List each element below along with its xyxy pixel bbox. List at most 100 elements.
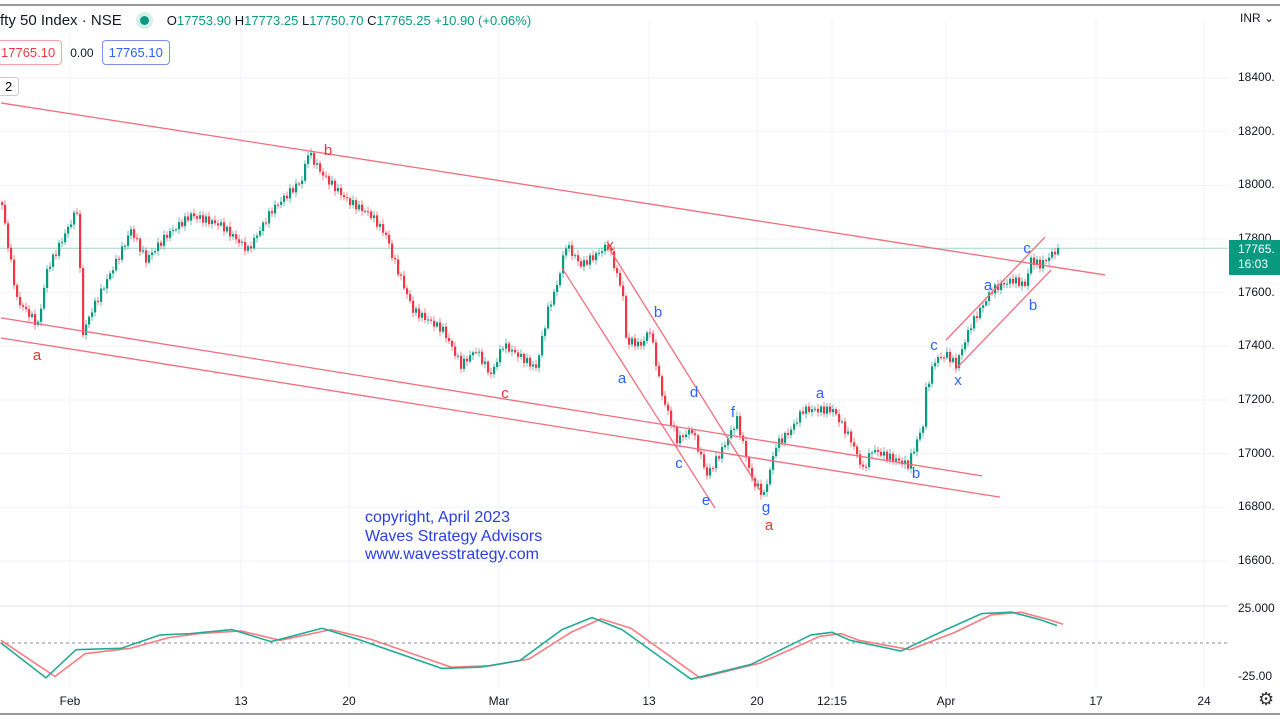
currency-selector[interactable]: INR ⌄ (1240, 11, 1275, 25)
candle-body (331, 180, 334, 185)
candle-body (1018, 277, 1021, 286)
candle-body (415, 308, 418, 313)
candle-body (817, 408, 820, 413)
price-axis-label: 16600. (1238, 552, 1275, 567)
candle-body (238, 239, 241, 243)
buy-button[interactable]: 17765.10 (101, 40, 170, 65)
spread-value: 0.00 (70, 45, 94, 60)
candle-body (847, 431, 850, 434)
interval-badge[interactable]: 2 (0, 77, 20, 96)
candle-body (544, 328, 547, 337)
candle-body (835, 409, 838, 415)
price-axis-label: 18200. (1238, 123, 1275, 138)
wave-label: d (690, 384, 698, 401)
candle-body (1012, 278, 1015, 284)
wave-label: a (33, 347, 42, 364)
candle-body (265, 222, 268, 224)
candle-body (520, 353, 523, 357)
candle-body (652, 333, 655, 343)
candle-body (655, 342, 658, 366)
candle-body (376, 215, 379, 227)
candle-body (796, 422, 799, 424)
candle-body (805, 406, 808, 414)
symbol-name[interactable]: fty 50 Index · NSE (0, 12, 122, 29)
candle-body (505, 343, 508, 349)
candle-body (940, 357, 943, 359)
candle-body (1036, 259, 1039, 265)
candle-body (937, 357, 940, 363)
candle-body (76, 212, 79, 214)
candle-body (241, 241, 244, 243)
wave-label: c (501, 385, 509, 402)
candle-body (955, 357, 958, 369)
sell-button[interactable]: 17765.10 (0, 40, 63, 65)
candle-body (469, 355, 472, 362)
candle-body (934, 362, 937, 367)
candle-body (403, 275, 406, 289)
candle-body (466, 358, 469, 362)
candle-body (370, 211, 373, 219)
candle-body (871, 452, 874, 454)
candle-body (577, 255, 580, 262)
time-axis-label: 13 (234, 694, 248, 708)
candle-body (625, 296, 628, 338)
candle-body (928, 383, 931, 388)
candle-body (400, 274, 403, 276)
trendline (0, 102, 1106, 276)
candle-body (385, 232, 388, 235)
candle-body (973, 316, 976, 329)
time-axis-label: 17 (1089, 694, 1103, 708)
candle-body (70, 224, 73, 227)
candle-body (1042, 260, 1045, 269)
candle-body (412, 300, 415, 313)
candle-body (676, 427, 679, 444)
candle-body (622, 285, 625, 297)
candle-body (724, 445, 727, 448)
candle-body (286, 195, 289, 199)
candle-body (610, 248, 613, 252)
candle-body (274, 204, 277, 214)
bar-countdown: 16:03 (1238, 257, 1269, 271)
candle-body (931, 366, 934, 384)
candle-body (883, 451, 886, 456)
settings-gear-icon[interactable]: ⚙ (1258, 689, 1275, 709)
candle-body (775, 447, 778, 457)
candle-body (454, 346, 457, 356)
candle-body (310, 152, 313, 156)
candle-body (976, 316, 979, 319)
wave-label: f (731, 404, 736, 421)
candle-body (211, 220, 214, 225)
candle-body (913, 451, 916, 454)
candle-body (43, 287, 46, 309)
candle-body (184, 216, 187, 227)
candle-body (664, 395, 667, 405)
candle-body (130, 229, 133, 236)
candle-body (172, 229, 175, 231)
candle-body (298, 183, 301, 185)
wave-label: a (816, 385, 825, 402)
candle-body (199, 215, 202, 219)
candle-body (166, 234, 169, 238)
candle-body (880, 451, 883, 456)
time-axis-label: 13 (642, 694, 656, 708)
candle-body (349, 198, 352, 206)
candle-body (478, 351, 481, 353)
candle-body (457, 355, 460, 357)
candle-body (736, 416, 739, 429)
candle-body (844, 421, 847, 434)
candle-body (139, 238, 142, 252)
candle-body (430, 319, 433, 321)
candle-body (967, 330, 970, 343)
candle-body (700, 451, 703, 455)
candle-body (574, 255, 577, 257)
time-axis-label: Feb (59, 694, 81, 708)
candle-body (1045, 260, 1048, 262)
candle-body (727, 438, 730, 446)
candle-body (643, 340, 646, 346)
oscillator-signal-line (0, 611, 1064, 679)
candle-body (22, 305, 25, 307)
candle-body (382, 224, 385, 233)
candle-body (229, 226, 232, 237)
candle-body (127, 235, 130, 246)
